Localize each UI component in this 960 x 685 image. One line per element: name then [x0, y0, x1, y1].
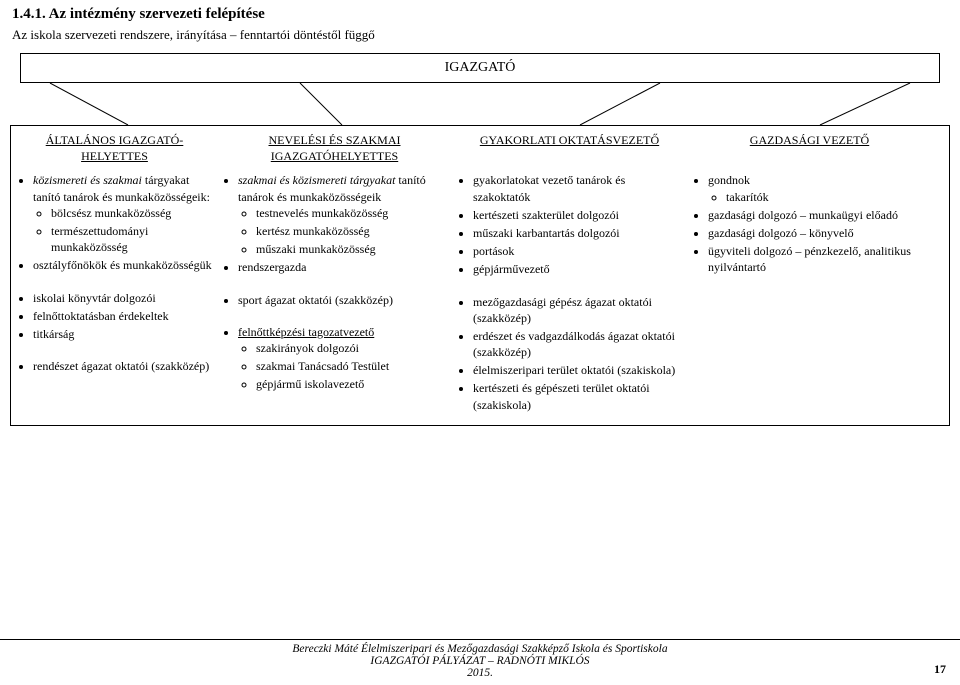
list-item: kertészeti és gépészeti terület oktatói … [473, 380, 682, 412]
footer-line2: IGAZGATÓI PÁLYÁZAT – RADNÓTI MIKLÓS [0, 655, 960, 667]
list-item: takarítók [726, 189, 927, 205]
col-nevelesi-helyettes: NEVELÉSI ÉS SZAKMAI IGAZGATÓHELYETTES sz… [222, 132, 447, 415]
list-item: titkárság [33, 326, 212, 342]
col1-header: ÁLTALÁNOS IGAZGATÓ- HELYETTES [17, 132, 212, 164]
list-item: szakirányok dolgozói [256, 340, 447, 356]
list-item: gyakorlatokat vezető tanárok és szakokta… [473, 172, 682, 204]
col-gazdasagi-vezeto: GAZDASÁGI VEZETŐ gondnok takarítók gazda… [692, 132, 927, 415]
col-gyakorlati-vezeto: GYAKORLATI OKTATÁSVEZETŐ gyakorlatokat v… [457, 132, 682, 415]
list-item: szakmai és közismereti tárgyakat tanító … [238, 172, 447, 257]
col3-header: GYAKORLATI OKTATÁSVEZETŐ [457, 132, 682, 164]
list-item: portások [473, 243, 682, 259]
org-connectors [20, 83, 940, 125]
list-item: gazdasági dolgozó – könyvelő [708, 225, 927, 241]
list-item: kertészeti szakterület dolgozói [473, 207, 682, 223]
page-footer: Bereczki Máté Élelmiszeripari és Mezőgaz… [0, 639, 960, 679]
list-item: kertész munkaközösség [256, 223, 447, 239]
org-columns: ÁLTALÁNOS IGAZGATÓ- HELYETTES közismeret… [10, 125, 950, 426]
list-item: gépjárművezető [473, 261, 682, 277]
footer-year: 2015. [0, 667, 960, 679]
list-item: rendszergazda [238, 259, 447, 275]
list-item: iskolai könyvtár dolgozói [33, 290, 212, 306]
list-item: gépjármű iskolavezető [256, 376, 447, 392]
underlined-text: felnőttképzési tagozatvezető [238, 325, 374, 339]
col2-header: NEVELÉSI ÉS SZAKMAI IGAZGATÓHELYETTES [222, 132, 447, 164]
page-number: 17 [934, 662, 946, 677]
list-item: sport ágazat oktatói (szakközép) [238, 292, 447, 308]
list-item: gazdasági dolgozó – munkaügyi előadó [708, 207, 927, 223]
list-item: felnőttképzési tagozatvezető szakirányok… [238, 324, 447, 393]
list-item: rendészet ágazat oktatói (szakközép) [33, 358, 212, 374]
list-item: természettudományi munkaközösség [51, 223, 212, 255]
list-item: műszaki munkaközösség [256, 241, 447, 257]
italic-text: szakmai és közismereti tárgyakat [238, 173, 395, 187]
org-root-box: IGAZGATÓ [20, 53, 940, 83]
section-subheading: Az iskola szervezeti rendszere, irányítá… [0, 25, 960, 53]
col3-header-line: GYAKORLATI OKTATÁSVEZETŐ [480, 133, 659, 147]
list-item: mezőgazdasági gépész ágazat oktatói (sza… [473, 294, 682, 326]
list-item: közismereti és szakmai tárgyakat tanító … [33, 172, 212, 255]
list-item: szakmai Tanácsadó Testület [256, 358, 447, 374]
list-item: osztályfőnökök és munkaközösségük [33, 257, 212, 273]
footer-line1: Bereczki Máté Élelmiszeripari és Mezőgaz… [0, 643, 960, 655]
list-item: műszaki karbantartás dolgozói [473, 225, 682, 241]
section-heading: 1.4.1. Az intézmény szervezeti felépítés… [0, 0, 960, 25]
col1-header-line1: ÁLTALÁNOS IGAZGATÓ- [46, 133, 184, 147]
col4-header: GAZDASÁGI VEZETŐ [692, 132, 927, 164]
text: szakmai és közismereti tárgyakat [238, 173, 395, 187]
col-altalanos-helyettes: ÁLTALÁNOS IGAZGATÓ- HELYETTES közismeret… [17, 132, 212, 415]
list-item: ügyviteli dolgozó – pénzkezelő, analitik… [708, 243, 927, 275]
list-item: felnőttoktatásban érdekeltek [33, 308, 212, 324]
text: gondnok [708, 173, 750, 187]
list-item: gondnok takarítók [708, 172, 927, 204]
list-item: erdészet és vadgazdálkodás ágazat oktató… [473, 328, 682, 360]
text: közismereti és szakmai [33, 173, 142, 187]
list-item: testnevelés munkaközösség [256, 205, 447, 221]
list-item: bölcsész munkaközösség [51, 205, 212, 221]
col2-header-line1: NEVELÉSI ÉS SZAKMAI [269, 133, 401, 147]
col2-header-line2: IGAZGATÓHELYETTES [271, 149, 398, 163]
list-item: élelmiszeripari terület oktatói (szakisk… [473, 362, 682, 378]
col4-header-line: GAZDASÁGI VEZETŐ [750, 133, 869, 147]
italic-text: közismereti és szakmai [33, 173, 142, 187]
col1-header-line2: HELYETTES [81, 149, 148, 163]
